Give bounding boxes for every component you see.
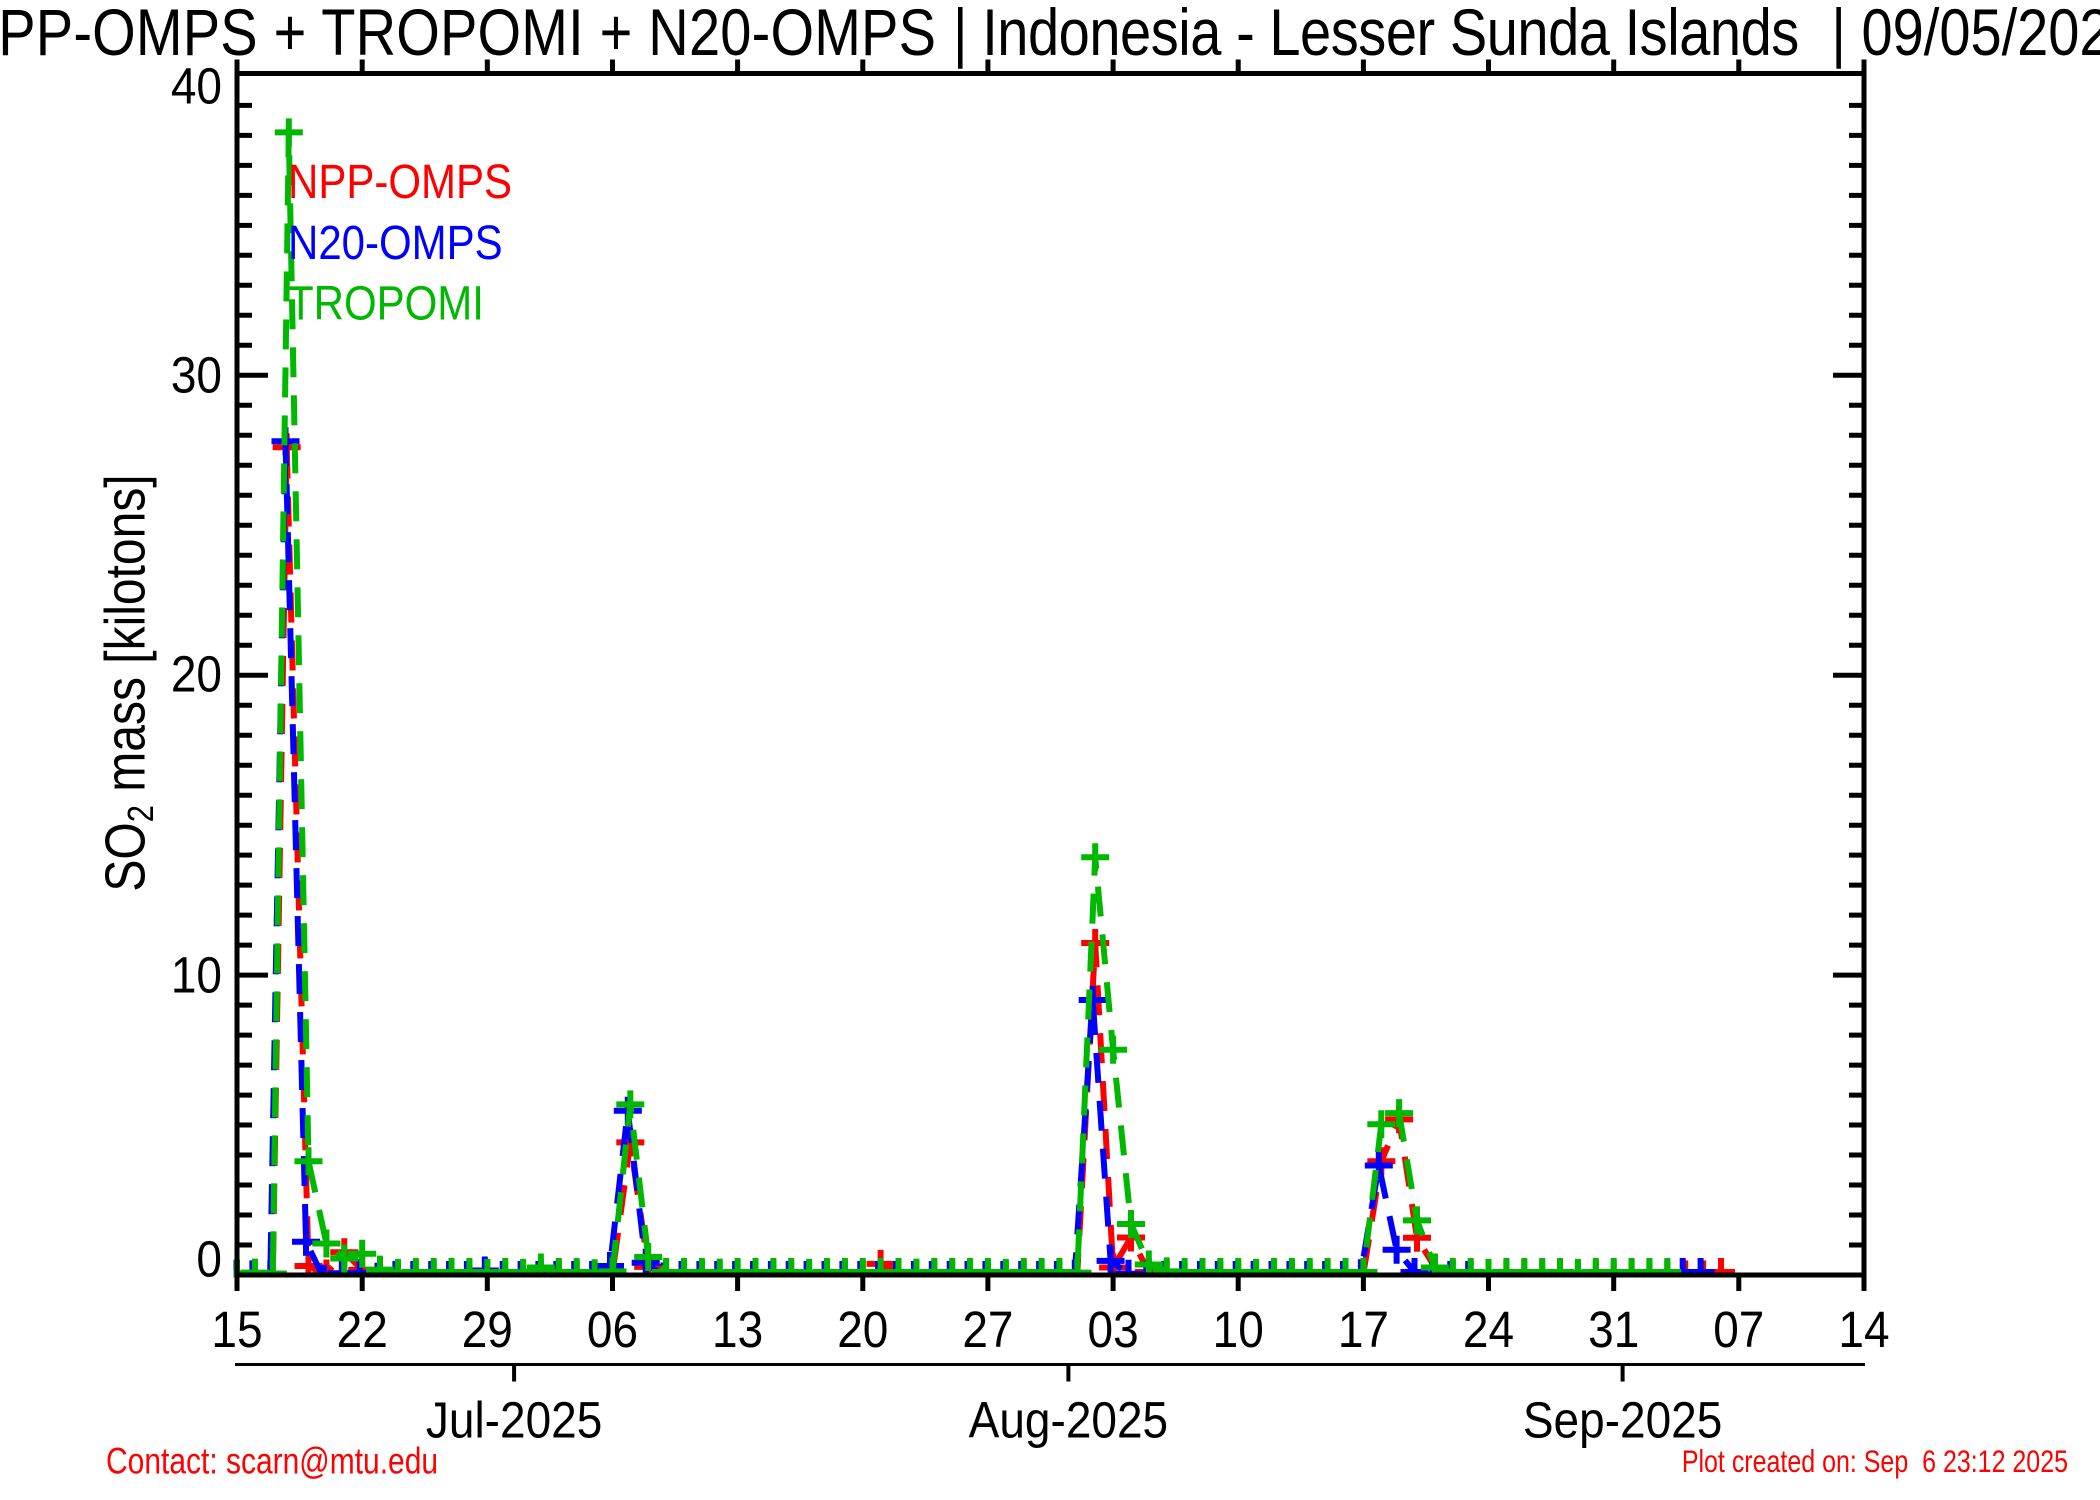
svg-text:10: 10 <box>171 947 222 1004</box>
svg-text:17: 17 <box>1338 1302 1389 1359</box>
svg-text:| Indonesia - Lesser Sunda Isl: | Indonesia - Lesser Sunda Islands <box>953 0 1799 69</box>
svg-text:NPP-OMPS: NPP-OMPS <box>288 154 512 209</box>
svg-text:N20-OMPS: N20-OMPS <box>288 215 503 270</box>
svg-text:0: 0 <box>196 1231 222 1288</box>
svg-text:Sep-2025: Sep-2025 <box>1523 1392 1722 1449</box>
svg-text:22: 22 <box>337 1302 388 1359</box>
svg-text:20: 20 <box>171 646 222 703</box>
svg-text:15: 15 <box>211 1302 262 1359</box>
svg-text:10: 10 <box>1213 1302 1264 1359</box>
svg-text:24: 24 <box>1463 1302 1514 1359</box>
svg-text:Aug-2025: Aug-2025 <box>969 1392 1168 1449</box>
svg-text:SO2 mass [kilotons]: SO2 mass [kilotons] <box>94 474 162 891</box>
svg-text:27: 27 <box>962 1302 1013 1359</box>
svg-text:TROPOMI: TROPOMI <box>288 276 484 331</box>
svg-text:NPP-OMPS + TROPOMI + N20-OMPS: NPP-OMPS + TROPOMI + N20-OMPS <box>0 0 936 69</box>
svg-text:| 09/05/2025: | 09/05/2025 <box>1831 0 2100 69</box>
svg-text:40: 40 <box>171 58 222 115</box>
svg-text:20: 20 <box>837 1302 888 1359</box>
svg-text:06: 06 <box>587 1302 638 1359</box>
svg-text:Contact: scarn@mtu.edu: Contact: scarn@mtu.edu <box>106 1440 438 1482</box>
svg-text:31: 31 <box>1588 1302 1639 1359</box>
svg-text:13: 13 <box>712 1302 763 1359</box>
svg-text:07: 07 <box>1713 1302 1764 1359</box>
svg-text:Jul-2025: Jul-2025 <box>426 1392 602 1449</box>
svg-text:03: 03 <box>1088 1302 1139 1359</box>
svg-text:30: 30 <box>171 347 222 404</box>
svg-text:29: 29 <box>462 1302 513 1359</box>
svg-text:Plot created on: Sep 6 23:12: Plot created on: Sep 6 23:12 2025 <box>1682 1443 2068 1478</box>
svg-text:14: 14 <box>1838 1302 1889 1359</box>
